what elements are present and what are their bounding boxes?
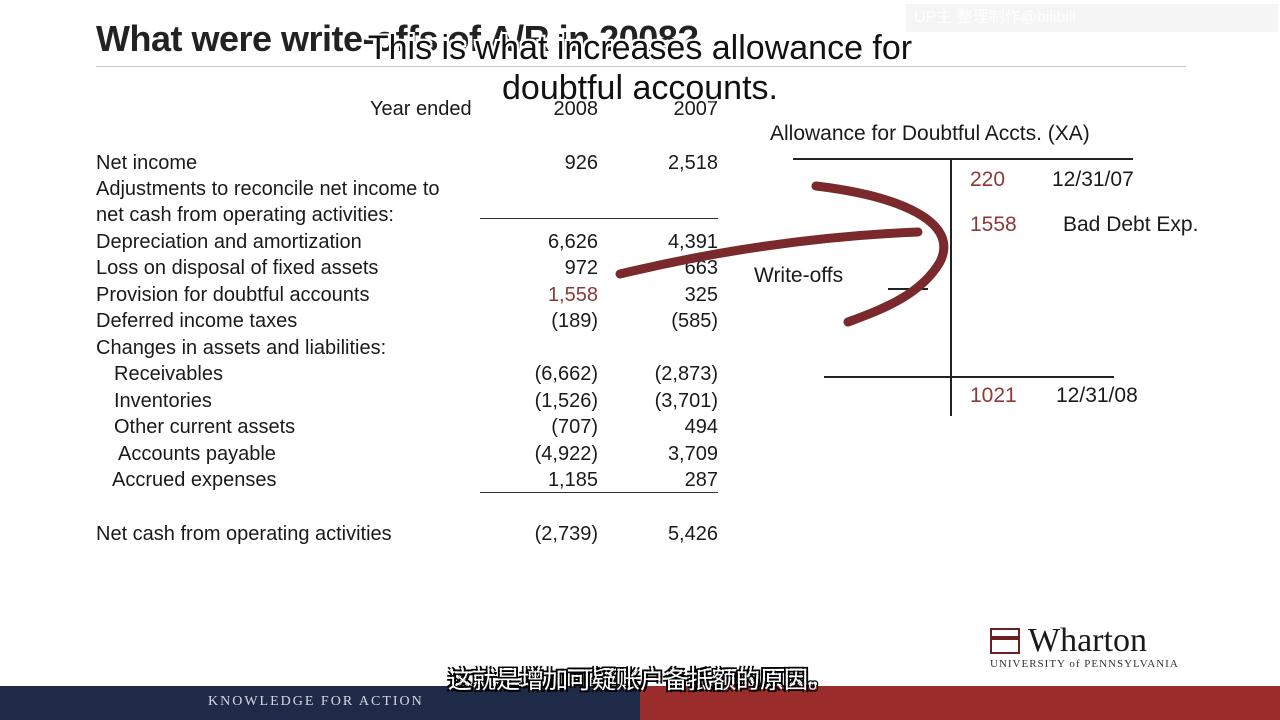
row-label: Net income: [96, 152, 198, 174]
value-2007: 5,426: [667, 523, 718, 545]
bad-debt-label: Bad Debt Exp.: [1063, 213, 1199, 236]
slide-title: What were write-offs of A/R in 2008?: [96, 18, 699, 59]
value-2008: 972: [564, 257, 598, 279]
value-2008-highlighted: 1,558: [547, 284, 598, 306]
beginning-balance: 220: [970, 168, 1006, 191]
logo-university: UNIVERSITY of PENNSYLVANIA: [990, 658, 1179, 670]
year-ended-label: Year ended: [370, 98, 472, 120]
value-2007: 287: [684, 469, 718, 491]
value-2007: 3,709: [667, 443, 718, 465]
row-label: Provision for doubtful accounts: [96, 284, 370, 306]
chinese-subtitle: 这就是增加可疑账户备抵额的原因。: [448, 666, 832, 694]
bad-debt-amount: 1558: [970, 213, 1017, 236]
value-2007: (585): [671, 310, 718, 332]
footer-bar-maroon: [640, 686, 1280, 720]
value-2008: 1,185: [547, 469, 598, 491]
t-account: Allowance for Doubtful Accts. (XA) 220 1…: [754, 112, 1260, 432]
ending-balance: 1021: [970, 384, 1017, 407]
footer-bar-navy: [0, 686, 640, 720]
title-divider: [96, 66, 1186, 67]
value-2007: (3,701): [654, 390, 718, 412]
cf-row-changes: Changes in assets and liabilities:: [96, 335, 726, 361]
wharton-logo: Wharton UNIVERSITY of PENNSYLVANIA: [988, 622, 1198, 674]
row-label: Loss on disposal of fixed assets: [96, 257, 379, 279]
logo-name: Wharton: [1028, 622, 1147, 659]
t-account-total-line: [824, 376, 1114, 378]
footer-tagline: KNOWLEDGE FOR ACTION: [208, 694, 424, 709]
value-2008: (1,526): [534, 390, 598, 412]
row-label: Other current assets: [114, 416, 296, 438]
cf-row-net-income: Net income 926 2,518: [96, 150, 726, 176]
english-subtitle: This is what increases allowance for dou…: [367, 29, 913, 107]
cf-row-adjustments-cont: net cash from operating activities:: [96, 202, 726, 228]
row-label: Deferred income taxes: [96, 310, 298, 332]
col-2008-header: 2008: [553, 98, 599, 120]
cf-row-loss-disposal: Loss on disposal of fixed assets 972 663: [96, 255, 726, 281]
cf-row-provision: Provision for doubtful accounts 1,558 32…: [96, 282, 726, 308]
row-label: Adjustments to reconcile net income to: [96, 178, 440, 200]
cf-row-receivables: Receivables (6,662) (2,873): [96, 361, 726, 387]
writeoff-blank: [888, 288, 928, 290]
row-label: Accrued expenses: [112, 469, 277, 491]
watermark: UP主 整理制作@bilibili: [906, 4, 1278, 32]
value-2007: 4,391: [667, 231, 718, 253]
value-2007: (2,873): [654, 363, 718, 385]
row-label: Accounts payable: [118, 443, 276, 465]
cf-row-inventories: Inventories (1,526) (3,701): [96, 388, 726, 414]
value-2007: 663: [684, 257, 718, 279]
row-label: Receivables: [114, 363, 223, 385]
cf-row-deferred-tax: Deferred income taxes (189) (585): [96, 308, 726, 334]
subtotal-rule: [480, 492, 718, 493]
value-2007: 494: [684, 416, 718, 438]
writeoffs-label: Write-offs: [754, 264, 844, 287]
col-2007-header: 2007: [673, 98, 719, 120]
cf-row-net-cash: Net cash from operating activities (2,73…: [96, 521, 726, 547]
t-account-title: Allowance for Doubtful Accts. (XA): [770, 122, 1090, 145]
beginning-date: 12/31/07: [1052, 168, 1134, 191]
cf-row-adjustments: Adjustments to reconcile net income to: [96, 176, 726, 202]
value-2007: 2,518: [667, 152, 718, 174]
cf-row-accounts-payable: Accounts payable (4,922) 3,709: [96, 441, 726, 467]
value-2008: (6,662): [534, 363, 598, 385]
t-account-vertical-line: [950, 160, 952, 416]
row-label: Inventories: [114, 390, 212, 412]
ending-date: 12/31/08: [1056, 384, 1138, 407]
value-2008: 926: [564, 152, 598, 174]
cf-row-depreciation: Depreciation and amortization 6,626 4,39…: [96, 229, 726, 255]
value-2008: 6,626: [547, 231, 598, 253]
value-2007: 325: [684, 284, 718, 306]
value-2008: (4,922): [534, 443, 598, 465]
t-account-top-line: [793, 158, 1133, 160]
cf-row-accrued: Accrued expenses 1,185 287: [96, 467, 726, 493]
row-label: net cash from operating activities:: [96, 204, 394, 226]
value-2008: (189): [551, 310, 598, 332]
row-label: Changes in assets and liabilities:: [96, 337, 387, 359]
row-label: Depreciation and amortization: [96, 231, 362, 253]
row-label: Net cash from operating activities: [96, 523, 392, 545]
header-underline: [480, 218, 718, 219]
cf-header-row: Year ended 2008 2007: [96, 96, 726, 122]
shield-icon: [990, 628, 1020, 654]
value-2008: (707): [551, 416, 598, 438]
cf-row-other-current: Other current assets (707) 494: [96, 414, 726, 440]
value-2008: (2,739): [534, 523, 598, 545]
